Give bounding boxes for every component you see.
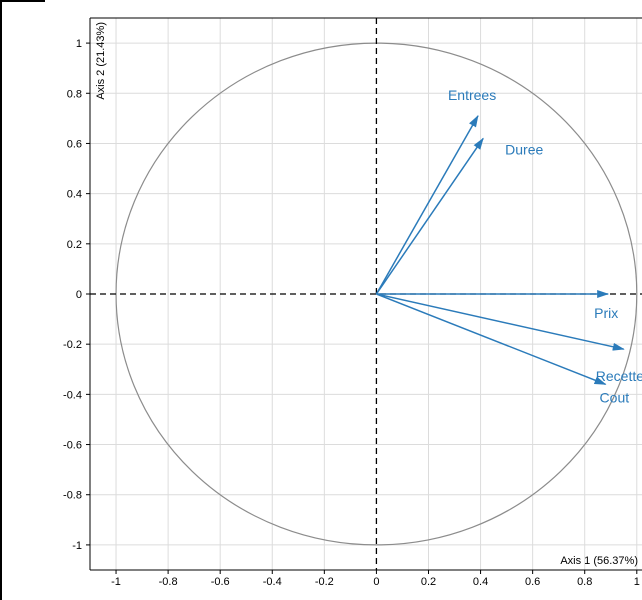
arrow-duree: [375, 137, 484, 295]
grid: [90, 18, 642, 570]
y-tick-label: 0.4: [67, 189, 82, 201]
label-recette: Recette: [596, 368, 642, 384]
y-tick-label: 0: [76, 289, 82, 301]
y-tick-label: -0.6: [63, 440, 82, 452]
arrow-recette: [376, 293, 625, 351]
y-tick-label: -0.2: [63, 339, 82, 351]
x-tick-label: 0: [373, 576, 379, 588]
x-tick-label: -0.8: [159, 576, 178, 588]
y-tick-label: 0.6: [67, 138, 82, 150]
x-axis-title: Axis 1 (56.37%): [560, 555, 638, 567]
y-tick-label: 1: [76, 38, 82, 50]
x-tick-label: 0.2: [421, 576, 436, 588]
arrow-entrees: [375, 114, 479, 295]
label-prix: Prix: [594, 305, 618, 321]
variable-labels: Entrees Duree Prix Recette Cout: [448, 87, 642, 405]
x-tick-label: 0.6: [525, 576, 540, 588]
y-tick-label: -1: [72, 540, 82, 552]
y-tick-label: 0.2: [67, 239, 82, 251]
y-tick-label: -0.4: [63, 389, 82, 401]
x-tick-label: -0.2: [315, 576, 334, 588]
x-tick-label: 1: [634, 576, 640, 588]
y-axis-title: Axis 2 (21.43%): [95, 22, 107, 100]
x-tick-label: -1: [111, 576, 121, 588]
arrow-cout: [376, 293, 607, 386]
x-tick-label: 0.4: [473, 576, 488, 588]
tick-labels: -1 -0.8 -0.6 -0.4 -0.2 0 0.2 0.4 0.6 0.8 1 -1 -0.8 -0…: [63, 38, 640, 588]
variable-arrows: [375, 114, 625, 386]
x-tick-label: -0.4: [263, 576, 282, 588]
y-tick-label: -0.8: [63, 490, 82, 502]
x-tick-label: 0.8: [577, 576, 592, 588]
label-cout: Cout: [600, 389, 630, 405]
label-entrees: Entrees: [448, 87, 496, 103]
y-tick-label: 0.8: [67, 88, 82, 100]
label-duree: Duree: [505, 141, 543, 157]
x-tick-label: -0.6: [211, 576, 230, 588]
